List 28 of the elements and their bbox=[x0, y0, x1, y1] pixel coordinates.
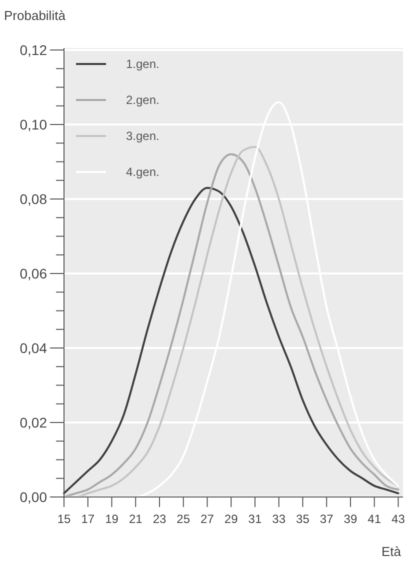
legend-label: 3.gen. bbox=[126, 129, 160, 144]
x-tick-label: 31 bbox=[248, 512, 262, 526]
legend-label: 1.gen. bbox=[126, 57, 160, 72]
x-tick-label: 43 bbox=[392, 512, 406, 526]
x-tick-label: 21 bbox=[128, 512, 143, 526]
y-tick-label: 0,06 bbox=[20, 265, 48, 282]
x-tick-label: 23 bbox=[152, 512, 166, 526]
x-tick-label: 19 bbox=[105, 512, 119, 526]
x-tick-label: 25 bbox=[176, 512, 190, 526]
x-tick-label: 29 bbox=[224, 512, 238, 526]
y-tick-label: 0,00 bbox=[20, 488, 48, 505]
legend-label: 4.gen. bbox=[126, 165, 160, 180]
x-tick-label: 17 bbox=[81, 512, 95, 526]
x-tick-label: 41 bbox=[368, 512, 382, 526]
y-tick-label: 0,08 bbox=[20, 190, 48, 207]
y-tick-label: 0,02 bbox=[20, 414, 48, 430]
y-tick-label: 0,12 bbox=[20, 42, 48, 58]
legend-label: 2.gen. bbox=[126, 93, 160, 108]
y-tick-label: 0,10 bbox=[20, 116, 48, 132]
x-axis-title: Età bbox=[381, 544, 402, 559]
x-tick-label: 39 bbox=[344, 512, 358, 526]
y-tick-label: 0,04 bbox=[20, 340, 48, 356]
x-tick-label: 37 bbox=[320, 512, 334, 526]
x-tick-label: 15 bbox=[57, 512, 71, 526]
x-tick-label: 27 bbox=[200, 512, 214, 526]
x-tick-label: 33 bbox=[272, 512, 286, 526]
y-axis-title: Probabilità bbox=[4, 8, 66, 23]
x-tick-label: 35 bbox=[296, 512, 310, 526]
